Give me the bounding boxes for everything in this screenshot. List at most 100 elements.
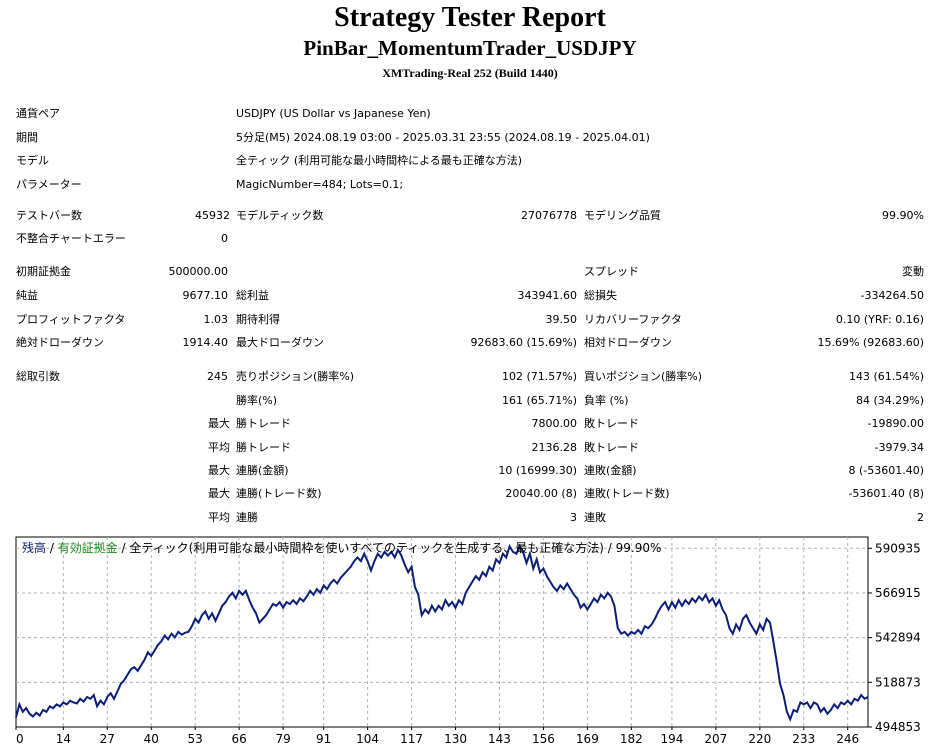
value-gross-loss: -334264.50 [860, 289, 924, 302]
value-short-positions: 102 (71.57%) [501, 370, 577, 383]
label-consecutive-losses-count: 連敗(トレード数) [584, 487, 670, 500]
balance-chart: 590935 566915 542894 518873 494853 0 14 27 40 53… [15, 536, 921, 746]
x-tick-label: 207 [704, 732, 727, 746]
x-tick-label: 53 [188, 732, 203, 746]
label-total-trades: 総取引数 [16, 370, 60, 383]
value-gross-profit: 343941.60 [517, 289, 578, 302]
label-largest: 最大 [208, 417, 230, 430]
setting-label-symbol: 通貨ペア [16, 107, 60, 120]
label-average-win: 勝トレード [236, 441, 291, 454]
label-ticks: モデルティック数 [236, 209, 324, 222]
x-tick-label: 117 [400, 732, 423, 746]
label-gross-loss: 総損失 [584, 289, 617, 302]
ea-name: PinBar_MomentumTrader_USDJPY [303, 36, 637, 60]
value-recovery-factor: 0.10 (YRF: 0.16) [835, 313, 924, 326]
value-average-consecutive-wins: 3 [570, 511, 577, 524]
label-average: 平均 [208, 441, 230, 454]
value-relative-drawdown: 15.69% (92683.60) [817, 336, 924, 349]
x-tick-label: 143 [488, 732, 511, 746]
x-tick-label: 91 [316, 732, 331, 746]
report-title: Strategy Tester Report [334, 2, 606, 33]
label-relative-drawdown: 相対ドローダウン [584, 336, 672, 349]
x-tick-label: 220 [748, 732, 771, 746]
value-net-profit: 9677.10 [182, 289, 229, 302]
value-errors: 0 [221, 232, 228, 245]
balance-line [15, 543, 869, 722]
y-tick-label: 566915 [875, 586, 921, 600]
value-consecutive-wins-amount: 10 (16999.30) [498, 464, 577, 477]
x-tick-label: 79 [275, 732, 290, 746]
label-expected-payoff: 期待利得 [236, 313, 280, 326]
label-average-consecutive-losses: 連敗 [584, 511, 606, 524]
label-gross-profit: 総利益 [236, 289, 269, 302]
label-long-positions: 買いポジション(勝率%) [584, 370, 703, 383]
label-maximum-1: 最大 [208, 464, 230, 477]
label-short-positions: 売りポジション(勝率%) [236, 370, 355, 383]
value-loss-trades: 84 (34.29%) [855, 394, 924, 407]
legend-balance: 残高 [22, 540, 46, 555]
x-tick-label: 233 [792, 732, 815, 746]
value-largest-loss: -19890.00 [867, 417, 924, 430]
label-consecutive-losses-amount: 連敗(金額) [584, 464, 637, 477]
setting-value-symbol: USDJPY (US Dollar vs Japanese Yen) [236, 107, 431, 120]
label-largest-win: 勝トレード [236, 417, 291, 430]
y-tick-label: 542894 [875, 631, 921, 645]
value-consecutive-wins-count: 20040.00 (8) [505, 487, 577, 500]
legend-separator-2: / [118, 541, 130, 555]
y-tick-label: 590935 [875, 541, 921, 555]
label-consecutive-wins-count: 連勝(トレード数) [236, 487, 322, 500]
value-consecutive-losses-amount: 8 (-53601.40) [848, 464, 924, 477]
label-average-loss: 敗トレード [584, 441, 639, 454]
label-largest-loss: 敗トレード [584, 417, 639, 430]
value-average-win: 2136.28 [531, 441, 578, 454]
x-tick-label: 27 [100, 732, 115, 746]
x-tick-label: 169 [576, 732, 599, 746]
plot-area [15, 536, 869, 728]
value-total-trades: 245 [207, 370, 228, 383]
x-tick-label: 0 [16, 732, 24, 746]
legend-model: 全ティック(利用可能な最小時間枠を使いすべてのティックを生成する、最も正確な方法… [129, 540, 661, 555]
label-deposit: 初期証拠金 [16, 265, 71, 278]
label-errors: 不整合チャートエラー [16, 232, 126, 245]
value-expected-payoff: 39.50 [545, 313, 578, 326]
legend-separator-1: / [46, 541, 58, 555]
setting-value-parameters: MagicNumber=484; Lots=0.1; [236, 178, 404, 191]
label-profit-trades: 勝率(%) [236, 394, 278, 407]
legend-equity: 有効証拠金 [58, 540, 118, 555]
chart-legend: 残高 / 有効証拠金 / 全ティック(利用可能な最小時間枠を使いすべてのティック… [22, 540, 661, 555]
label-consecutive-wins-amount: 連勝(金額) [236, 464, 289, 477]
label-absolute-drawdown: 絶対ドローダウン [16, 336, 104, 349]
x-tick-label: 156 [532, 732, 555, 746]
label-average-2: 平均 [208, 511, 230, 524]
x-tick-label: 182 [620, 732, 643, 746]
x-tick-label: 194 [660, 732, 683, 746]
value-profit-trades: 161 (65.71%) [501, 394, 577, 407]
setting-label-parameters: パラメーター [16, 178, 82, 191]
label-maximum-2: 最大 [208, 487, 230, 500]
setting-label-period: 期間 [16, 131, 38, 144]
x-tick-label: 130 [444, 732, 467, 746]
label-recovery-factor: リカバリーファクタ [584, 313, 682, 326]
label-profit-factor: プロフィットファクタ [16, 313, 126, 326]
setting-label-model: モデル [16, 154, 49, 167]
value-consecutive-losses-count: -53601.40 (8) [848, 487, 924, 500]
value-long-positions: 143 (61.54%) [848, 370, 924, 383]
label-spread: スプレッド [584, 265, 639, 278]
x-tick-label: 246 [836, 732, 859, 746]
y-tick-label: 518873 [875, 675, 921, 689]
server-info: XMTrading-Real 252 (Build 1440) [382, 66, 558, 80]
value-largest-win: 7800.00 [531, 417, 578, 430]
x-tick-label: 66 [232, 732, 247, 746]
label-net-profit: 純益 [16, 289, 38, 302]
x-tick-label: 40 [144, 732, 159, 746]
y-tick-label: 494853 [875, 720, 921, 734]
label-bars: テストバー数 [16, 209, 82, 222]
value-profit-factor: 1.03 [203, 313, 229, 326]
value-deposit: 500000.00 [168, 265, 229, 278]
value-maximal-drawdown: 92683.60 (15.69%) [470, 336, 577, 349]
value-ticks: 27076778 [521, 209, 577, 222]
value-average-loss: -3979.34 [874, 441, 924, 454]
value-quality: 99.90% [882, 209, 924, 222]
x-tick-label: 104 [356, 732, 379, 746]
label-quality: モデリング品質 [584, 209, 661, 222]
